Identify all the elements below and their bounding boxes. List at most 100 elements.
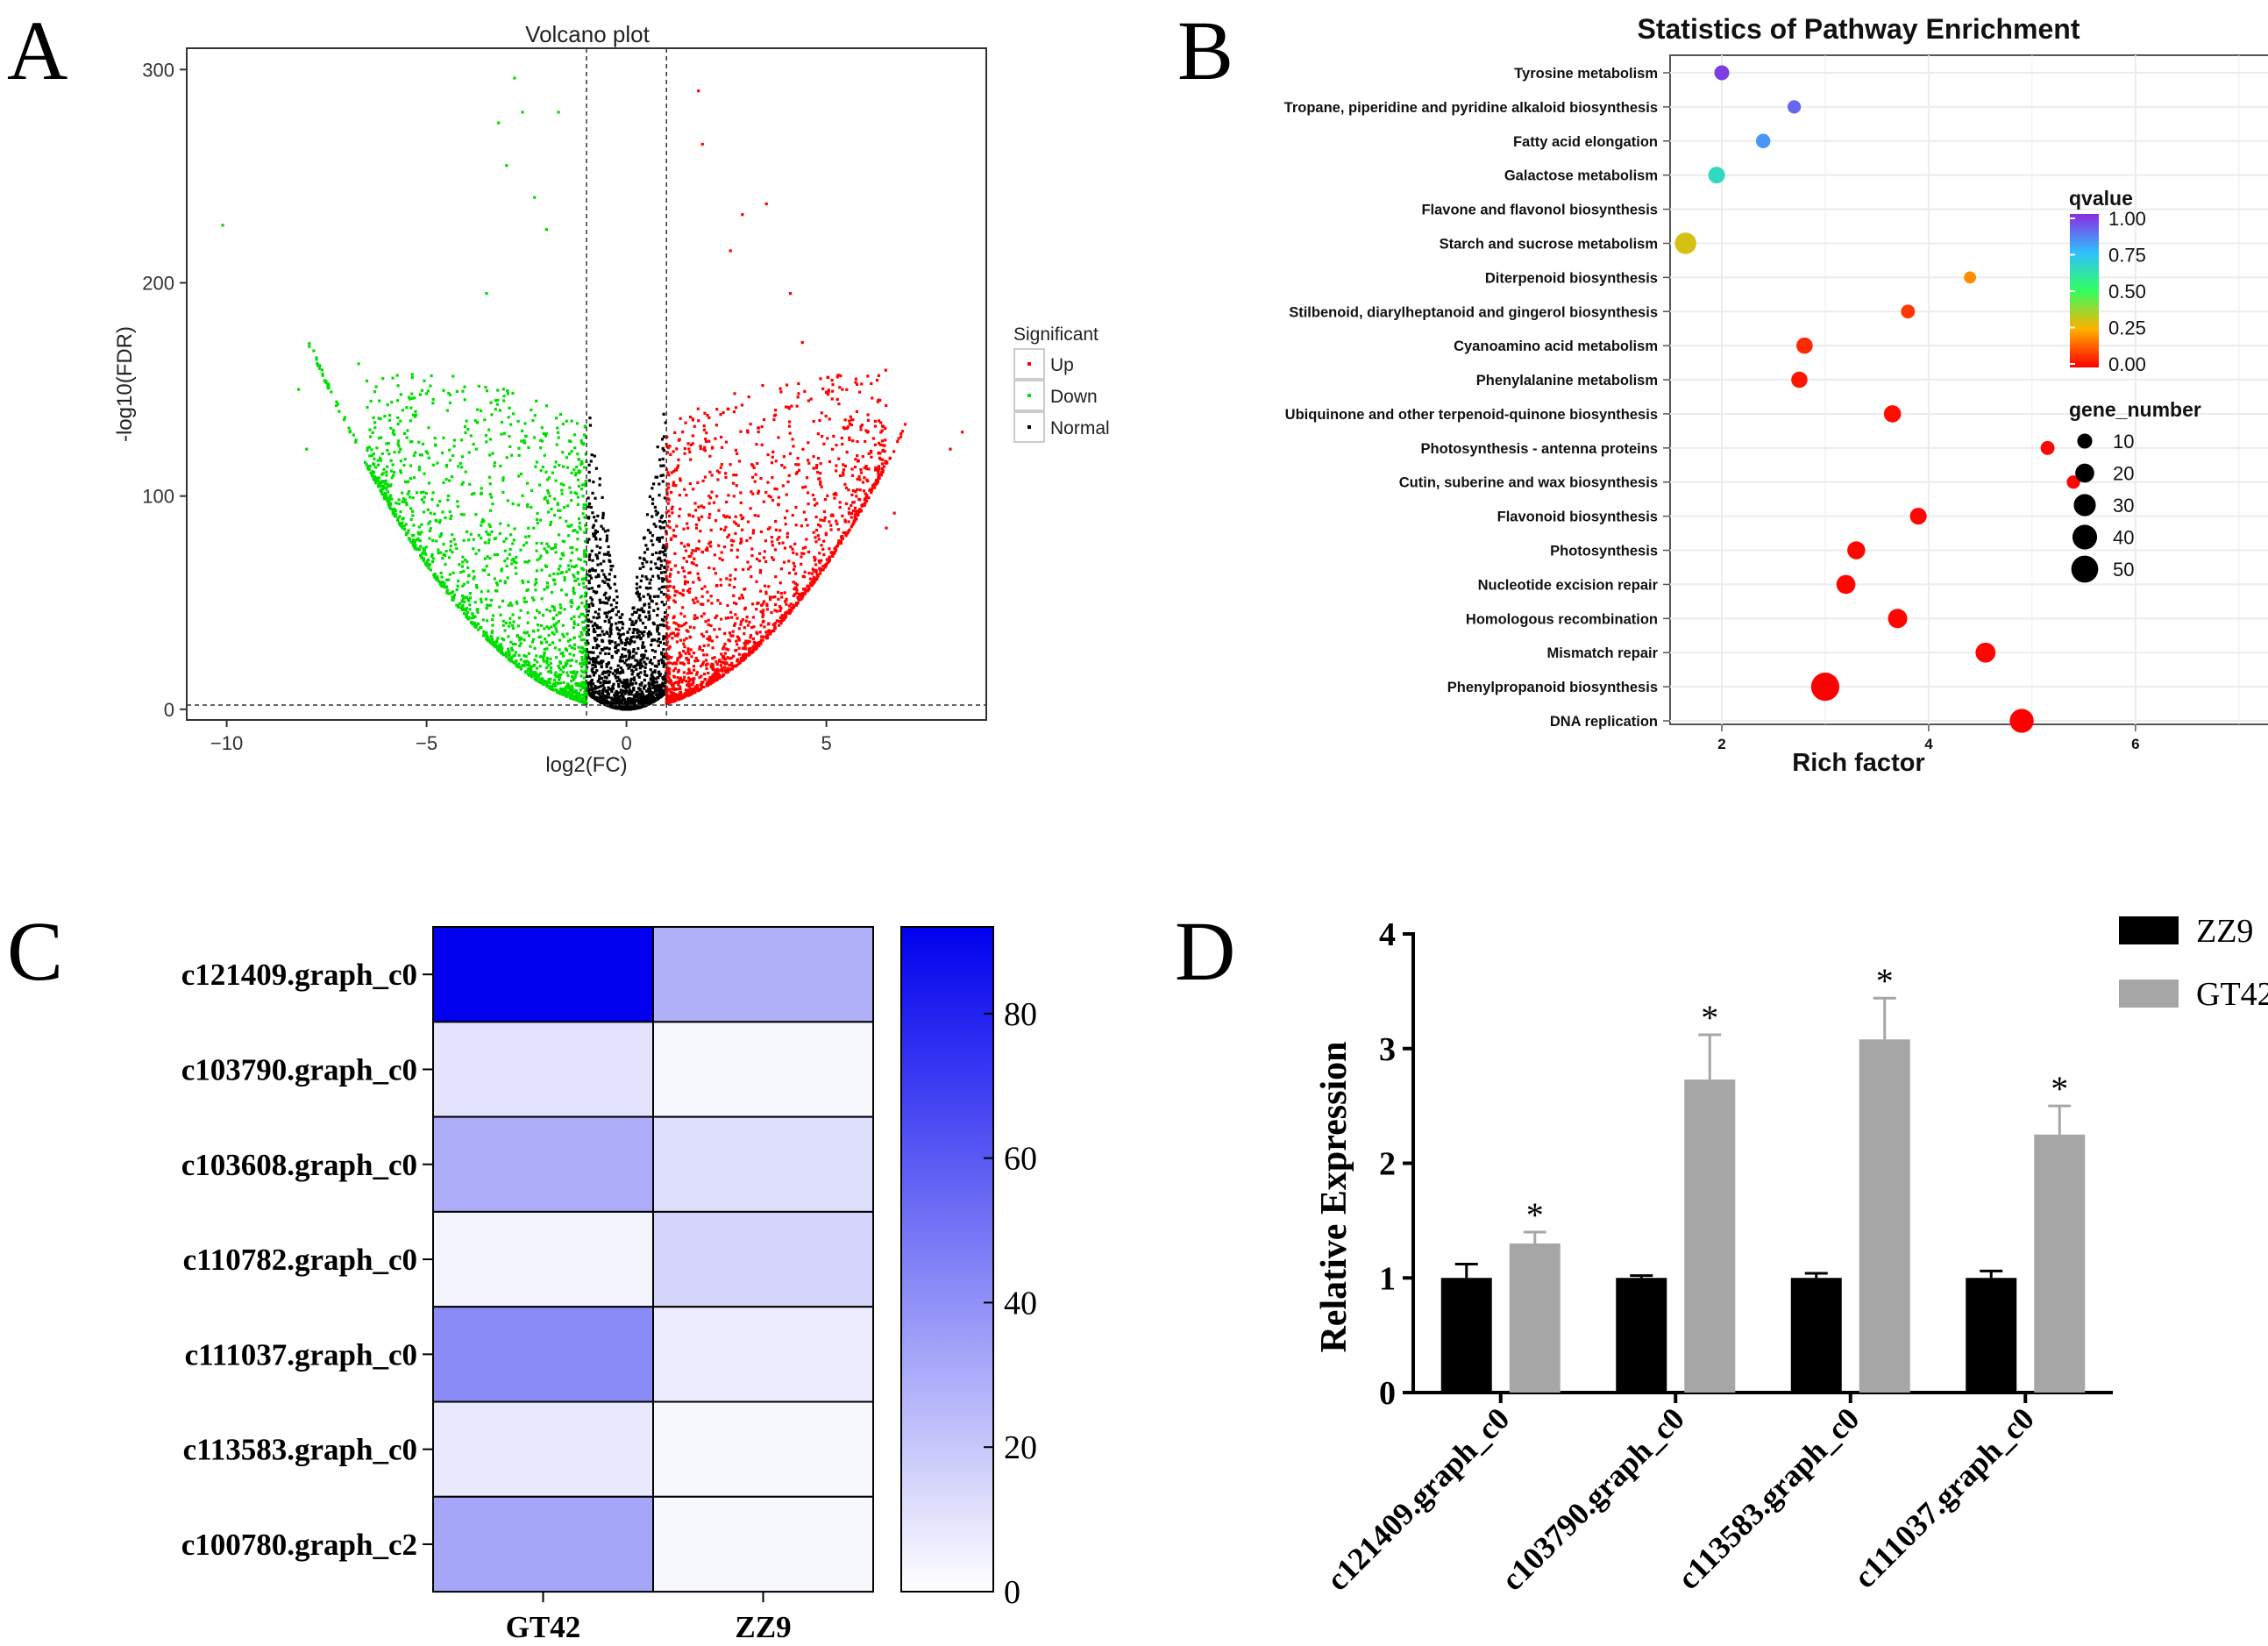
volcano-point <box>549 669 552 673</box>
volcano-point <box>770 461 774 465</box>
volcano-point <box>604 671 608 674</box>
volcano-point <box>585 686 588 689</box>
volcano-point <box>726 603 729 608</box>
volcano-point <box>558 666 561 670</box>
volcano-point <box>764 590 768 594</box>
volcano-point <box>535 517 539 522</box>
volcano-point <box>612 699 615 702</box>
volcano-point <box>647 682 651 686</box>
volcano-point <box>459 513 463 517</box>
heatmap-cell <box>652 1306 874 1403</box>
panel-label-d: D <box>1175 904 1236 998</box>
volcano-point <box>678 655 681 659</box>
volcano-point <box>644 586 648 590</box>
volcano-point <box>557 567 561 571</box>
volcano-point <box>821 568 825 572</box>
volcano-point <box>540 542 544 545</box>
pathway-label: Homologous recombination <box>1466 611 1658 627</box>
volcano-point <box>601 527 605 531</box>
volcano-point <box>572 689 575 693</box>
volcano-point <box>506 557 509 560</box>
volcano-point <box>462 569 466 574</box>
volcano-point <box>474 513 478 517</box>
volcano-point <box>451 533 454 537</box>
volcano-point <box>626 680 629 684</box>
volcano-point <box>656 626 660 631</box>
volcano-point <box>437 521 442 524</box>
volcano-point <box>633 707 637 710</box>
volcano-point <box>655 566 658 570</box>
volcano-point <box>323 379 326 382</box>
volcano-point <box>523 596 526 600</box>
volcano-point <box>769 495 772 499</box>
volcano-point <box>467 538 471 542</box>
volcano-point <box>523 654 526 658</box>
volcano-point <box>566 686 570 689</box>
volcano-point <box>819 480 822 484</box>
volcano-point <box>608 639 611 643</box>
volcano-point <box>488 509 493 512</box>
volcano-point <box>651 574 655 578</box>
volcano-point <box>524 535 528 538</box>
volcano-point <box>439 533 443 537</box>
volcano-point <box>697 539 701 543</box>
volcano-point <box>414 451 417 454</box>
volcano-point <box>486 636 489 639</box>
volcano-point <box>616 648 620 652</box>
volcano-point <box>816 432 820 436</box>
volcano-point <box>630 707 635 710</box>
volcano-point <box>645 698 649 702</box>
volcano-point <box>826 494 829 498</box>
volcano-point <box>773 602 778 607</box>
volcano-point <box>635 610 638 614</box>
volcano-point <box>451 374 455 378</box>
volcano-point <box>530 408 533 412</box>
bar-zz9 <box>1790 1278 1842 1393</box>
volcano-point <box>687 669 691 673</box>
volcano-point <box>431 402 435 405</box>
volcano-ytick-label: 200 <box>142 272 174 294</box>
volcano-point <box>547 670 551 673</box>
volcano-point <box>591 559 594 562</box>
volcano-point <box>853 465 857 469</box>
volcano-point <box>385 470 388 474</box>
volcano-point <box>846 531 850 534</box>
volcano-point <box>866 374 870 378</box>
volcano-point <box>587 688 591 692</box>
volcano-point <box>512 412 515 416</box>
volcano-point <box>812 575 815 579</box>
volcano-point <box>554 551 558 554</box>
volcano-point <box>515 634 519 638</box>
volcano-point <box>538 483 542 487</box>
volcano-point <box>584 484 587 488</box>
volcano-point <box>668 525 672 530</box>
volcano-point <box>591 689 594 693</box>
volcano-point <box>536 660 539 664</box>
volcano-point <box>714 519 718 523</box>
volcano-point <box>519 548 523 552</box>
volcano-point <box>605 602 609 605</box>
volcano-point <box>739 514 743 517</box>
volcano-point <box>430 374 433 378</box>
volcano-point <box>626 637 629 640</box>
volcano-point <box>335 400 338 403</box>
volcano-point <box>611 608 615 611</box>
volcano-point <box>689 415 693 419</box>
volcano-point <box>627 666 630 670</box>
volcano-point <box>591 624 594 628</box>
volcano-point <box>507 416 510 419</box>
volcano-point <box>687 689 692 693</box>
volcano-point <box>629 679 633 682</box>
volcano-point <box>644 615 648 619</box>
volcano-point <box>617 621 621 624</box>
volcano-point <box>831 383 835 387</box>
volcano-point <box>649 677 653 680</box>
volcano-point <box>585 549 588 553</box>
volcano-point <box>402 527 407 531</box>
volcano-point <box>489 603 493 607</box>
gene-number-legend-label: 50 <box>2113 559 2134 581</box>
volcano-point <box>617 691 622 695</box>
volcano-point <box>800 524 804 528</box>
volcano-point <box>495 403 499 406</box>
volcano-point <box>594 696 597 701</box>
